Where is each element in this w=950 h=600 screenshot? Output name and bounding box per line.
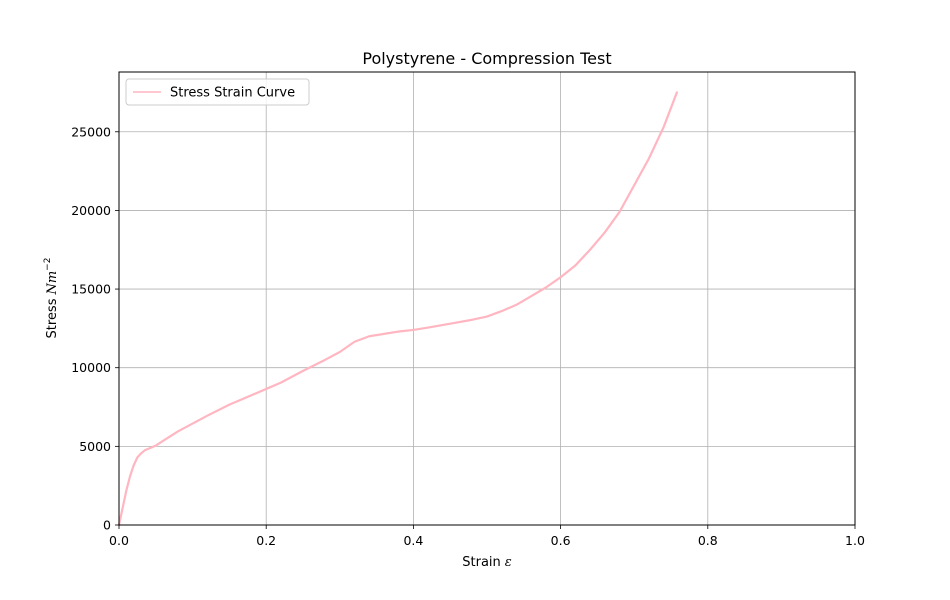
series-layer [117, 91, 678, 527]
y-axis-label-exponent: −2 [43, 258, 53, 271]
x-tick-label: 0.8 [698, 533, 718, 548]
y-tick-label: 5000 [79, 439, 111, 454]
x-axis-label: Strain ε [462, 555, 512, 570]
y-axis-label: Stress Nm−2 [43, 258, 60, 339]
legend-label-stress-strain: Stress Strain Curve [170, 86, 295, 101]
y-tick-label: 10000 [71, 360, 111, 375]
y-tick-label: 25000 [71, 124, 111, 139]
series-line-stress-strain [117, 91, 678, 527]
legend: Stress Strain Curve [125, 78, 310, 106]
y-tick-label: 0 [103, 518, 111, 533]
axis-ticks: 0.0 0.2 0.4 0.6 0.8 1.0 0 5000 10000 15000 20000 25… [71, 124, 865, 548]
y-axis-label-text: Stress [45, 298, 60, 338]
x-tick-label: 0.2 [256, 533, 276, 548]
y-tick-label: 20000 [71, 203, 111, 218]
x-tick-label: 1.0 [845, 533, 865, 548]
x-tick-label: 0.4 [403, 533, 423, 548]
x-axis-label-symbol: ε [505, 555, 512, 570]
y-axis-label-unit: Nm [45, 271, 60, 296]
y-tick-label: 15000 [71, 282, 111, 297]
plot-frame [118, 71, 856, 526]
legend-box [125, 78, 310, 106]
chart-title: Polystyrene - Compression Test [362, 49, 611, 68]
x-axis-label-text: Strain [462, 555, 501, 570]
x-tick-label: 0.6 [551, 533, 571, 548]
x-tick-label: 0.0 [109, 533, 129, 548]
